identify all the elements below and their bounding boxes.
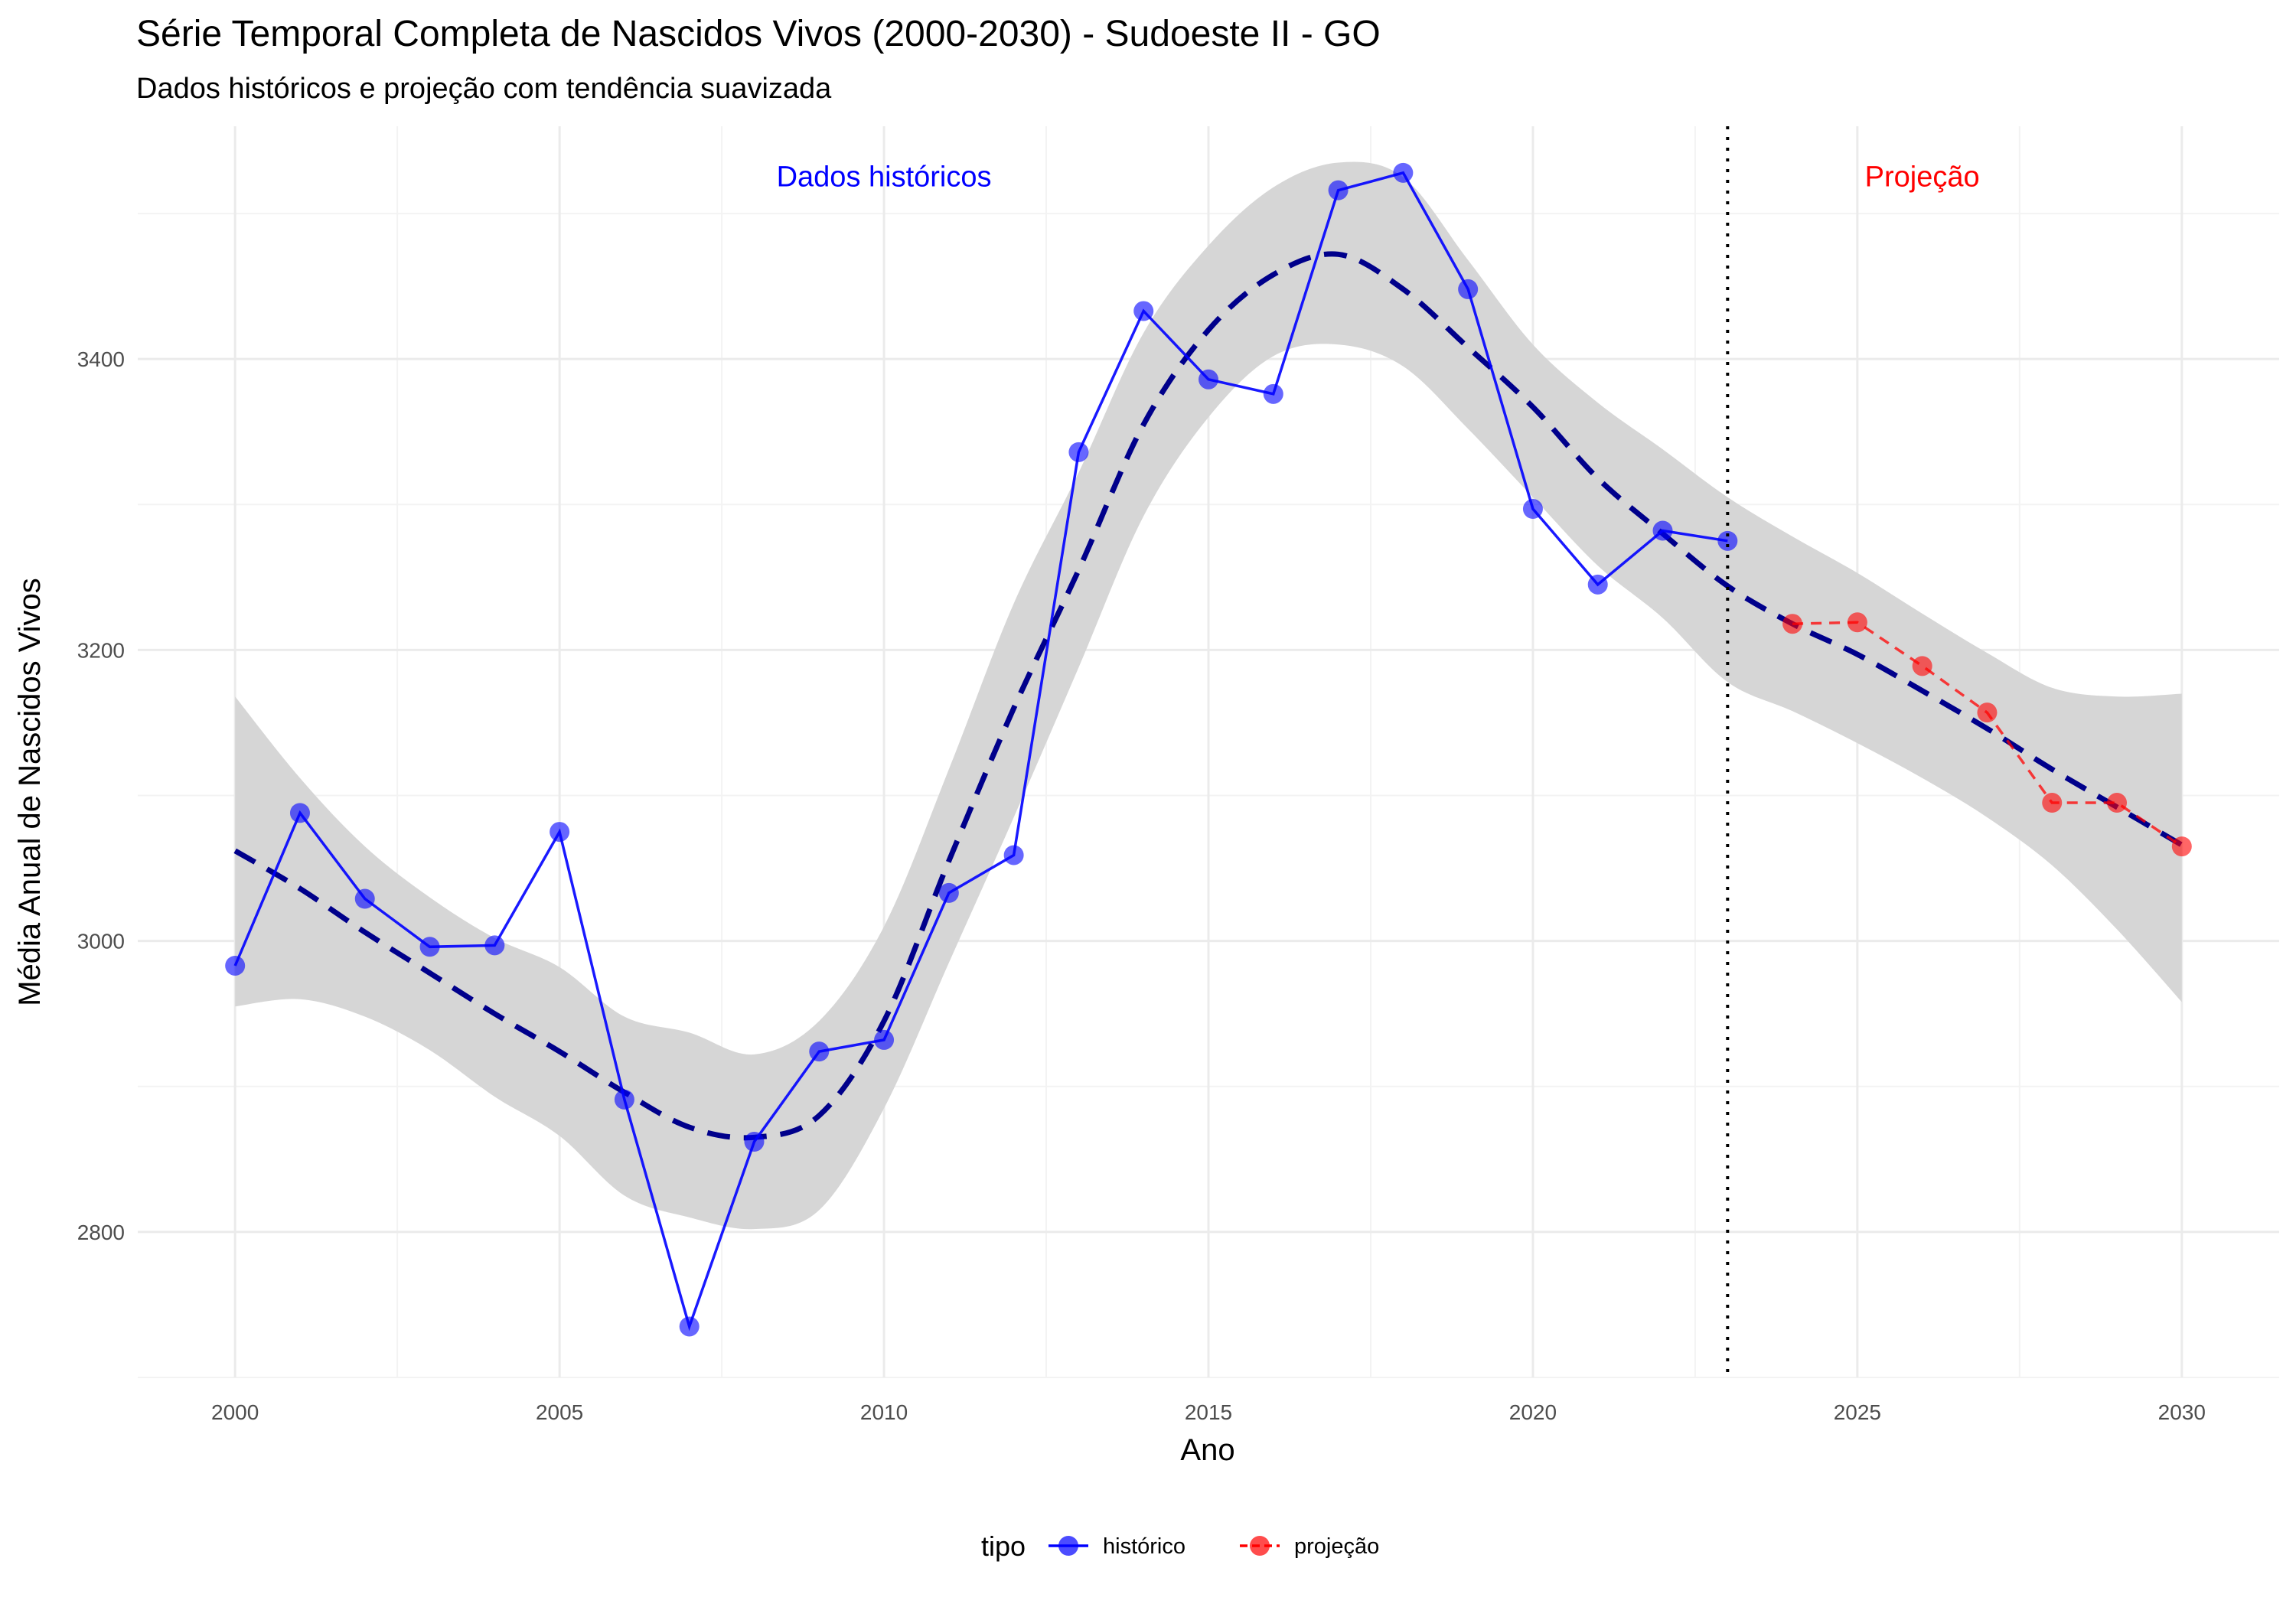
historico-point-2015 — [1199, 369, 1218, 390]
historico-point-2010 — [874, 1029, 895, 1050]
historico-point-2016 — [1263, 383, 1283, 404]
legend: tipo histórico projeção — [981, 1530, 1379, 1562]
series-line-historico — [233, 171, 1728, 1332]
historico-point-2018 — [1393, 162, 1414, 183]
historico-point-2011 — [938, 882, 959, 903]
legend-key-historico — [1058, 1536, 1078, 1556]
legend-label-projecao: projeção — [1294, 1534, 1379, 1559]
legend-title: tipo — [981, 1530, 1026, 1562]
historico-point-2017 — [1328, 180, 1349, 200]
x-tick-label: 2015 — [1185, 1400, 1232, 1424]
legend-items: histórico projeção — [1049, 1534, 1379, 1559]
projecao-point-2025 — [1847, 612, 1867, 633]
historico-point-2013 — [1068, 442, 1089, 462]
y-tick-label: 3400 — [77, 347, 125, 371]
y-axis-title: Média Anual de Nascidos Vivos — [13, 578, 47, 1006]
major-gridlines — [138, 126, 2279, 1377]
historico-point-2001 — [289, 803, 310, 823]
projecao-point-2026 — [1912, 656, 1932, 676]
historico-point-2019 — [1458, 279, 1479, 299]
historico-point-2005 — [550, 822, 570, 843]
chart-title: Série Temporal Completa de Nascidos Vivo… — [136, 14, 1381, 54]
projecao-point-2029 — [2107, 793, 2128, 813]
x-axis-title: Ano — [1180, 1433, 1234, 1467]
tick-labels: 2000 2005 2010 2015 2020 2025 2030 2800 3000 3200… — [77, 347, 2206, 1424]
projecao-point-2030 — [2171, 836, 2192, 857]
annotation-projection: Projeção — [1865, 161, 1980, 194]
historico-point-2022 — [1652, 520, 1673, 541]
historico-point-2007 — [679, 1316, 700, 1337]
projecao-point-2028 — [2042, 793, 2063, 813]
trend-line-layer — [233, 251, 2183, 1141]
historico-point-2006 — [614, 1089, 634, 1110]
x-tick-label: 2025 — [1834, 1400, 1881, 1424]
historico-point-2020 — [1522, 499, 1543, 520]
legend-label-historico: histórico — [1103, 1534, 1186, 1559]
annotation-historical: Dados históricos — [777, 161, 992, 194]
trend-line — [233, 251, 2183, 1141]
historico-point-2000 — [225, 955, 246, 976]
historico-point-2003 — [419, 937, 440, 957]
historico-point-2014 — [1133, 301, 1154, 321]
x-tick-label: 2030 — [2158, 1400, 2206, 1424]
series-layer — [225, 162, 2192, 1337]
chart-subtitle: Dados históricos e projeção com tendênci… — [136, 73, 832, 105]
historico-point-2002 — [354, 888, 375, 909]
historico-point-2004 — [484, 935, 505, 956]
projecao-point-2027 — [1977, 702, 1998, 723]
x-tick-label: 2010 — [860, 1400, 908, 1424]
y-tick-label: 2800 — [77, 1221, 125, 1244]
historico-point-2012 — [1003, 845, 1024, 865]
projecao-point-2024 — [1782, 614, 1803, 634]
y-tick-label: 3000 — [77, 930, 125, 953]
historico-point-2009 — [809, 1041, 830, 1062]
legend-key-projecao — [1250, 1536, 1270, 1556]
historico-point-2021 — [1587, 574, 1608, 595]
x-tick-label: 2000 — [211, 1400, 259, 1424]
y-tick-label: 3200 — [77, 638, 125, 662]
x-tick-label: 2020 — [1509, 1400, 1557, 1424]
annotation-layer: Dados históricos Projeção — [777, 161, 1980, 194]
historico-point-2023 — [1717, 530, 1738, 551]
historico-point-2008 — [744, 1132, 765, 1152]
x-tick-label: 2005 — [536, 1400, 583, 1424]
